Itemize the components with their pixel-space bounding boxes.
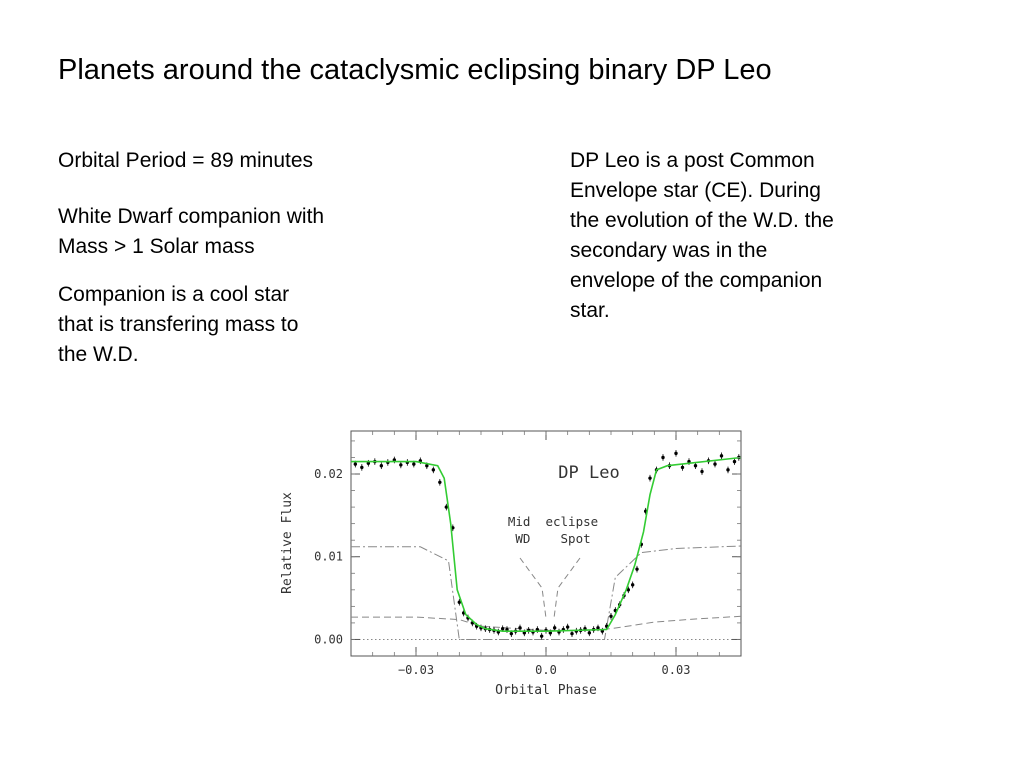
data-marker: [457, 600, 462, 604]
data-marker: [719, 454, 724, 458]
data-point: [570, 630, 574, 637]
data-marker: [630, 583, 635, 587]
data-point: [630, 581, 635, 589]
data-marker: [425, 464, 429, 468]
data-marker: [509, 631, 514, 636]
data-point: [557, 628, 561, 636]
data-marker: [444, 505, 449, 509]
data-point: [726, 466, 730, 474]
data-point: [405, 459, 410, 466]
data-point: [561, 626, 566, 633]
data-point: [583, 625, 587, 633]
x-tick-label: −0.03: [398, 663, 434, 677]
data-marker: [548, 631, 553, 635]
data-marker: [412, 462, 416, 466]
common-envelope-text: DP Leo is a post Common Envelope star (C…: [570, 149, 834, 322]
data-marker: [596, 626, 600, 630]
orbital-period-text: Orbital Period = 89 minutes: [58, 149, 314, 172]
mid-eclipse-label: Mid eclipse: [508, 514, 598, 529]
x-tick-label: 0.0: [535, 663, 557, 677]
data-point: [552, 624, 557, 632]
dash-dot-curve: [351, 545, 742, 640]
white-dwarf-text: White Dwarf companion with Mass > 1 Sola…: [58, 205, 325, 258]
slide-title: Planets around the cataclysmic eclipsing…: [58, 54, 772, 86]
data-marker: [539, 634, 544, 638]
data-point: [700, 468, 704, 475]
x-tick-label: 0.03: [662, 663, 691, 677]
data-marker: [713, 462, 717, 466]
data-point: [431, 466, 436, 474]
data-marker: [609, 614, 613, 618]
data-marker: [438, 480, 442, 484]
data-point: [565, 623, 570, 631]
data-marker: [366, 461, 371, 465]
data-marker: [693, 464, 698, 468]
data-point: [635, 565, 639, 573]
data-point: [732, 458, 737, 465]
data-marker: [732, 459, 737, 464]
data-marker: [700, 469, 704, 474]
data-marker: [587, 631, 592, 635]
data-point: [648, 474, 652, 482]
axis-ticks: −0.03 0.0 0.03 0.00 0.01 0.02: [314, 431, 741, 677]
data-point: [713, 460, 717, 468]
data-point: [544, 627, 548, 634]
data-point: [539, 632, 544, 640]
y-axis-label: Relative Flux: [280, 492, 295, 594]
data-marker: [518, 626, 522, 630]
wd-spot-label: WD Spot: [515, 531, 590, 546]
data-marker: [648, 476, 652, 480]
model-fit: [351, 456, 742, 632]
data-point: [674, 450, 678, 457]
light-curve-figure: −0.03 0.0 0.03 0.00 0.01 0.02 DP Leo Mid ecli…: [280, 430, 742, 698]
data-point: [438, 478, 442, 486]
data-marker: [661, 455, 665, 460]
data-marker: [500, 627, 505, 631]
data-point: [680, 464, 685, 471]
data-marker: [505, 627, 509, 632]
eclipse-markers: [519, 557, 581, 619]
data-marker: [680, 465, 685, 470]
data-marker: [626, 588, 631, 592]
data-point: [457, 598, 462, 606]
data-point: [693, 462, 698, 470]
data-point: [360, 464, 364, 471]
data-point: [609, 612, 613, 620]
y-tick-label: 0.01: [314, 550, 343, 564]
chart-title: DP Leo: [558, 463, 619, 483]
data-point: [626, 586, 631, 594]
data-point: [399, 461, 403, 469]
data-marker: [431, 468, 436, 472]
y-tick-label: 0.00: [314, 632, 343, 646]
data-marker: [635, 567, 639, 571]
data-point: [518, 624, 522, 632]
data-marker: [726, 468, 730, 472]
x-axis-label: Orbital Phase: [495, 683, 597, 698]
data-marker: [570, 631, 574, 636]
data-marker: [353, 462, 358, 466]
data-point: [526, 627, 531, 634]
green-solid-curve: [351, 456, 742, 632]
data-marker: [552, 626, 557, 630]
data-point: [379, 462, 384, 470]
wd-marker-line: [519, 557, 547, 619]
y-tick-label: 0.02: [314, 467, 343, 481]
data-marker: [399, 463, 403, 467]
data-point: [386, 459, 390, 466]
spot-marker-line: [553, 557, 581, 619]
data-marker: [565, 625, 570, 629]
data-marker: [674, 451, 678, 456]
data-point: [661, 454, 665, 461]
companion-star-text: Companion is a cool star that is transfe…: [58, 283, 299, 366]
data-point: [719, 452, 724, 460]
data-marker: [360, 465, 364, 470]
data-marker: [535, 627, 540, 632]
data-marker: [379, 464, 384, 468]
data-point: [444, 503, 449, 511]
model-components: [351, 545, 742, 640]
